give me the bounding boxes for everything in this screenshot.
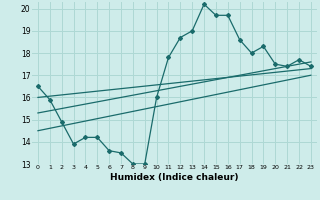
X-axis label: Humidex (Indice chaleur): Humidex (Indice chaleur) (110, 173, 239, 182)
